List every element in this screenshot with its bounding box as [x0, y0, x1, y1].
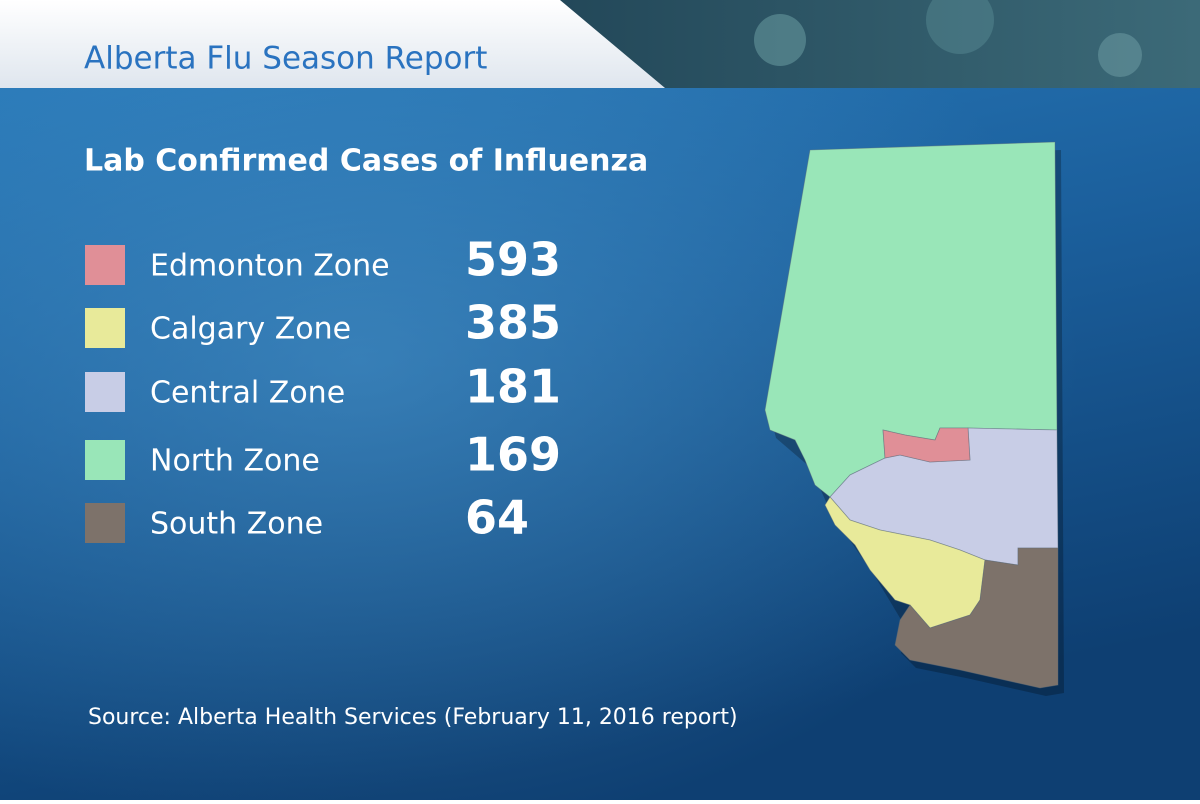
legend: Edmonton Zone 593 Calgary Zone 385 Central Z…: [85, 233, 561, 545]
virus-decor: [754, 14, 806, 66]
zone-cases: 385: [465, 296, 561, 350]
map-zone: [882, 427, 971, 463]
legend-swatch: [85, 372, 125, 412]
zone-cases: 169: [465, 428, 561, 482]
legend-swatch: [85, 440, 125, 480]
zone-name: Edmonton Zone: [150, 249, 390, 284]
subtitle: Lab Confirmed Cases of Influenza: [84, 144, 648, 179]
zone-name: Calgary Zone: [150, 312, 351, 347]
zone-name: North Zone: [150, 444, 320, 479]
map-zone: [894, 547, 1059, 689]
legend-swatch: [85, 503, 125, 543]
virus-decor: [926, 0, 994, 54]
zone-name: South Zone: [150, 507, 323, 542]
legend-swatch: [85, 245, 125, 285]
zone-name: Central Zone: [150, 376, 345, 411]
virus-decor: [1098, 33, 1142, 77]
header-title: Alberta Flu Season Report: [84, 41, 487, 77]
map: [764, 141, 1064, 696]
legend-swatch: [85, 308, 125, 348]
zone-cases: 593: [465, 233, 561, 287]
source: Source: Alberta Health Services (Februar…: [88, 705, 738, 730]
zone-cases: 181: [465, 360, 561, 414]
zone-cases: 64: [465, 491, 529, 545]
title-tab: [0, 0, 665, 88]
